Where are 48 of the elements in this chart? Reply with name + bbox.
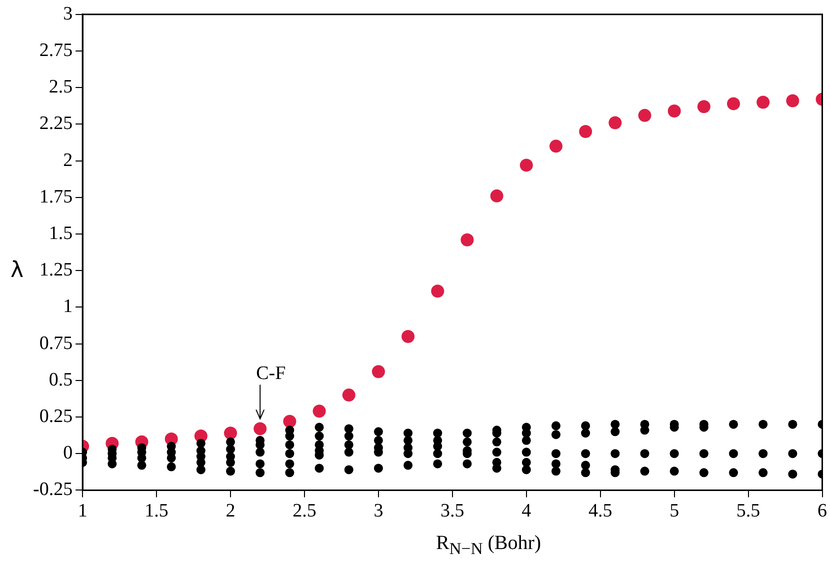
x-tick-label: 5.5 <box>736 500 760 522</box>
x-tick-label: 3.5 <box>440 500 464 522</box>
point <box>697 100 710 114</box>
point <box>460 233 474 246</box>
x-tick-label: 5 <box>670 500 680 522</box>
point <box>579 125 592 138</box>
point <box>254 422 267 436</box>
y-tick-label: 3 <box>63 3 73 24</box>
y-tick-label: 0.25 <box>39 406 73 427</box>
x-tick-label: 3 <box>374 500 384 522</box>
point <box>342 388 356 402</box>
y-tick-label: -0.25 <box>33 479 73 500</box>
y-tick-label: 2.25 <box>39 113 73 134</box>
y-tick-label: 0 <box>63 442 73 464</box>
point <box>402 330 415 343</box>
x-tick-label: 4.5 <box>588 500 612 522</box>
y-tick-label: 2.5 <box>48 76 73 98</box>
point <box>520 158 533 172</box>
x-tick-label: 1 <box>78 500 88 522</box>
y-tick-label: 1.5 <box>48 222 73 244</box>
x-tick-label: 2 <box>226 500 236 522</box>
y-tick-label: 1.75 <box>39 186 73 208</box>
x-tick-label: 6 <box>818 500 827 522</box>
point <box>756 96 770 109</box>
point <box>608 116 622 130</box>
point <box>283 414 296 428</box>
y-tick-label: 0.75 <box>39 332 73 354</box>
point <box>490 189 504 202</box>
point <box>224 426 238 440</box>
point <box>668 104 681 118</box>
annotation: C-F <box>256 363 286 384</box>
y-axis-title: λ <box>9 258 25 283</box>
x-tick-label: 1.5 <box>144 500 168 522</box>
y-tick-label: 1.25 <box>39 260 73 281</box>
point <box>372 365 385 378</box>
point <box>312 404 326 418</box>
x-tick-label: 4 <box>522 500 532 522</box>
point <box>786 94 800 108</box>
point <box>726 97 740 110</box>
y-tick-label: 2 <box>63 150 73 171</box>
x-tick-label: 2.5 <box>292 500 316 522</box>
point <box>431 284 444 298</box>
y-tick-label: 0.5 <box>48 369 73 390</box>
point <box>638 108 652 122</box>
point <box>549 140 562 153</box>
x-axis-title: R$_{N−N}$ (Bohr) <box>434 532 542 559</box>
y-tick-label: 1 <box>63 296 73 318</box>
y-tick-label: 2.75 <box>39 40 73 61</box>
